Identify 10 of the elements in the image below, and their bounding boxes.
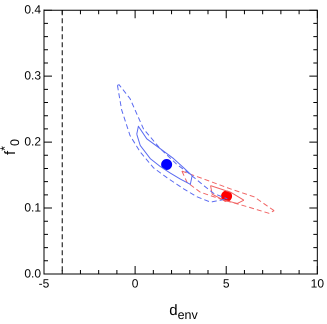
y-tick-label: 0.2: [24, 134, 42, 148]
x-axis-title: d$_{env}$: [168, 302, 199, 322]
x-tick-label: 10: [310, 276, 324, 291]
y-tick-label: 0.1: [24, 200, 42, 214]
y-tick-label: 0.0: [24, 266, 42, 280]
x-tick-label: -5: [38, 276, 50, 291]
y-tick-label: 0.4: [24, 2, 42, 17]
y-tick-label: 0.3: [24, 68, 42, 82]
x-tick-label: 0: [132, 276, 139, 291]
x-tick-label: 5: [222, 276, 230, 291]
